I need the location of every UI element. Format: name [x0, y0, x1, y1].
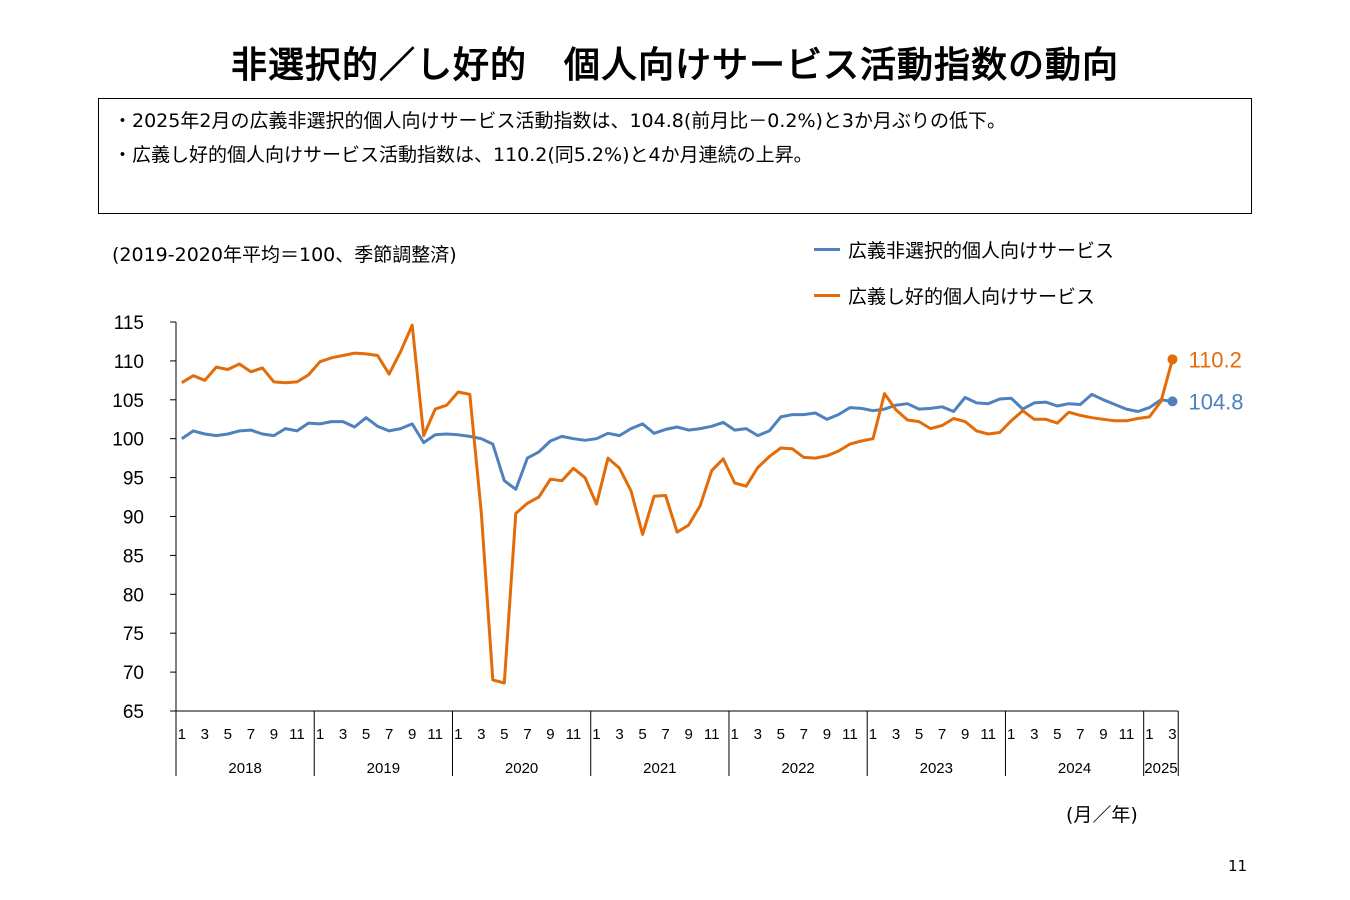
chart-legend: 広義非選択的個人向けサービス 広義し好的個人向けサービス [814, 236, 1114, 328]
x-month-label: 11 [842, 726, 858, 743]
y-tick-label: 110 [114, 352, 144, 373]
x-month-label: 1 [454, 726, 462, 743]
x-month-label: 11 [1119, 726, 1135, 743]
x-month-label: 7 [661, 726, 669, 743]
x-month-label: 3 [754, 726, 762, 743]
y-tick-label: 90 [123, 508, 144, 529]
y-tick-label: 80 [123, 585, 144, 606]
series-line-nonselective [180, 392, 1173, 491]
legend-swatch-discretionary [814, 293, 840, 297]
x-month-label: 3 [201, 726, 209, 743]
x-month-label: 5 [915, 726, 923, 743]
x-month-label: 3 [615, 726, 623, 743]
x-axis-unit-label: (月／年) [1066, 804, 1138, 826]
summary-box: ・2025年2月の広義非選択的個人向けサービス活動指数は、104.8(前月比－0… [98, 98, 1252, 214]
x-month-label: 1 [178, 726, 186, 743]
y-tick-label: 115 [114, 313, 144, 334]
legend-label-discretionary: 広義し好的個人向けサービス [848, 285, 1096, 308]
x-month-label: 1 [1007, 726, 1015, 743]
x-year-label: 2022 [781, 760, 814, 777]
series-end-marker-discretionary [1167, 354, 1178, 365]
x-month-label: 7 [1076, 726, 1084, 743]
legend-swatch-nonselective [814, 247, 840, 251]
y-tick-label: 95 [123, 469, 144, 490]
page-number: 11 [1228, 857, 1248, 875]
x-month-label: 7 [385, 726, 393, 743]
x-month-label: 9 [270, 726, 278, 743]
x-month-label: 9 [546, 726, 554, 743]
x-month-label: 11 [427, 726, 443, 743]
x-month-label: 11 [980, 726, 996, 743]
series-end-marker-nonselective [1167, 396, 1178, 407]
x-month-label: 9 [408, 726, 416, 743]
x-month-label: 1 [316, 726, 324, 743]
x-year-label: 2025 [1144, 760, 1177, 777]
x-year-label: 2019 [367, 760, 400, 777]
summary-line-nonselective: ・2025年2月の広義非選択的個人向けサービス活動指数は、104.8(前月比－0… [113, 110, 1007, 132]
x-month-label: 3 [1168, 726, 1176, 743]
x-year-label: 2018 [228, 760, 261, 777]
y-tick-label: 85 [123, 546, 144, 567]
y-tick-label: 100 [112, 430, 144, 451]
x-year-label: 2024 [1058, 760, 1091, 777]
x-month-label: 3 [477, 726, 485, 743]
x-month-label: 1 [592, 726, 600, 743]
x-month-label: 5 [500, 726, 508, 743]
series-line-discretionary [181, 323, 1174, 685]
x-month-label: 9 [961, 726, 969, 743]
x-month-label: 1 [1145, 726, 1153, 743]
x-month-label: 5 [638, 726, 646, 743]
x-year-label: 2020 [505, 760, 538, 777]
x-year-label: 2021 [643, 760, 676, 777]
x-month-label: 1 [869, 726, 877, 743]
x-month-label: 5 [224, 726, 232, 743]
x-month-label: 11 [566, 726, 582, 743]
x-month-label: 5 [362, 726, 370, 743]
x-month-label: 7 [247, 726, 255, 743]
x-month-label: 3 [1030, 726, 1038, 743]
y-tick-label: 65 [123, 702, 144, 723]
x-month-label: 11 [289, 726, 305, 743]
x-month-label: 11 [704, 726, 720, 743]
x-month-label: 5 [777, 726, 785, 743]
legend-label-nonselective: 広義非選択的個人向けサービス [848, 239, 1115, 262]
y-tick-label: 105 [112, 391, 144, 412]
summary-line-discretionary: ・広義し好的個人向けサービス活動指数は、110.2(同5.2%)と4か月連続の上… [113, 144, 813, 166]
x-month-label: 9 [684, 726, 692, 743]
x-month-label: 3 [892, 726, 900, 743]
x-month-label: 7 [523, 726, 531, 743]
series-end-label-nonselective: 104.8 [1188, 389, 1243, 414]
x-month-label: 3 [339, 726, 347, 743]
x-month-label: 5 [1053, 726, 1061, 743]
x-month-label: 9 [1099, 726, 1107, 743]
page-title: 非選択的／し好的 個人向けサービス活動指数の動向 [230, 45, 1119, 86]
x-month-label: 9 [823, 726, 831, 743]
x-month-label: 1 [731, 726, 739, 743]
unit-note: (2019-2020年平均＝100、季節調整済) [112, 244, 457, 266]
series-end-label-discretionary: 110.2 [1188, 347, 1241, 372]
legend-item-nonselective: 広義非選択的個人向けサービス [814, 236, 1114, 262]
x-year-label: 2023 [920, 760, 953, 777]
x-month-label: 7 [938, 726, 946, 743]
y-tick-label: 70 [123, 663, 144, 684]
legend-item-discretionary: 広義し好的個人向けサービス [814, 282, 1114, 308]
y-tick-label: 75 [123, 624, 144, 645]
x-month-label: 7 [800, 726, 808, 743]
